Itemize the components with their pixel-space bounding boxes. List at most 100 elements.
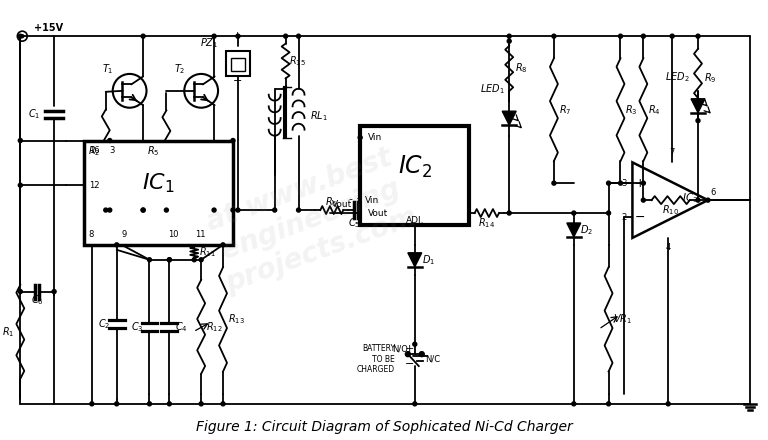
- Text: $C_4$: $C_4$: [175, 320, 187, 334]
- Text: 3: 3: [110, 146, 115, 155]
- Text: N/C: N/C: [425, 355, 440, 363]
- Text: +: +: [406, 344, 415, 354]
- Circle shape: [167, 258, 171, 262]
- Circle shape: [618, 181, 623, 185]
- Circle shape: [607, 181, 611, 185]
- Polygon shape: [691, 99, 705, 113]
- Text: $R_6$: $R_6$: [326, 195, 338, 209]
- Text: $R_{14}$: $R_{14}$: [478, 216, 495, 230]
- Text: 9: 9: [121, 231, 127, 239]
- Text: $D_1$: $D_1$: [422, 253, 435, 267]
- Bar: [360, 125, 469, 225]
- Circle shape: [296, 208, 300, 212]
- Circle shape: [18, 34, 22, 38]
- Text: $IC_1$: $IC_1$: [142, 172, 174, 195]
- Circle shape: [507, 34, 511, 38]
- Text: +: +: [635, 176, 646, 190]
- Text: BATTERY
TO BE
CHARGED: BATTERY TO BE CHARGED: [357, 344, 395, 374]
- Polygon shape: [502, 111, 516, 125]
- Circle shape: [147, 258, 151, 262]
- Text: N/O: N/O: [392, 345, 408, 354]
- Circle shape: [607, 211, 611, 215]
- Text: $R_{11}$: $R_{11}$: [199, 246, 216, 259]
- Text: +: +: [356, 194, 365, 204]
- Circle shape: [90, 402, 94, 406]
- Circle shape: [192, 258, 196, 262]
- Text: Vin: Vin: [368, 133, 382, 142]
- Text: $R_{12}$: $R_{12}$: [206, 320, 223, 334]
- Circle shape: [231, 208, 235, 212]
- Text: 12: 12: [89, 181, 99, 190]
- Text: Vin: Vin: [365, 196, 379, 205]
- Text: $R_9$: $R_9$: [703, 71, 717, 85]
- Text: $C_2$: $C_2$: [98, 317, 110, 331]
- Text: $RL_1$: $RL_1$: [310, 109, 328, 123]
- Text: $VR_1$: $VR_1$: [613, 312, 632, 326]
- Circle shape: [104, 208, 108, 212]
- Circle shape: [52, 290, 56, 293]
- Circle shape: [18, 290, 22, 293]
- Text: $IC_3$: $IC_3$: [682, 191, 698, 205]
- Text: 2: 2: [622, 213, 627, 222]
- Circle shape: [572, 211, 576, 215]
- Circle shape: [221, 402, 225, 406]
- Text: 4: 4: [666, 243, 670, 252]
- Circle shape: [552, 34, 556, 38]
- Text: 6: 6: [710, 188, 716, 197]
- Text: 16: 16: [89, 146, 100, 155]
- Polygon shape: [567, 223, 581, 237]
- Circle shape: [221, 243, 225, 247]
- Text: +: +: [233, 31, 243, 41]
- Text: +15V: +15V: [35, 23, 63, 33]
- Text: $R_{15}$: $R_{15}$: [289, 54, 306, 68]
- Text: 7: 7: [670, 148, 675, 157]
- Circle shape: [572, 402, 576, 406]
- Circle shape: [296, 34, 300, 38]
- Circle shape: [507, 211, 511, 215]
- Circle shape: [552, 181, 556, 185]
- Circle shape: [413, 342, 417, 346]
- Bar: [231, 58, 245, 71]
- Text: $R_7$: $R_7$: [558, 103, 571, 117]
- Circle shape: [641, 181, 645, 185]
- Text: $T_2$: $T_2$: [174, 62, 185, 76]
- Circle shape: [18, 183, 22, 187]
- Bar: [84, 140, 233, 245]
- Circle shape: [419, 352, 424, 357]
- Circle shape: [696, 119, 700, 123]
- Text: Vout: Vout: [368, 209, 389, 217]
- Text: ADJ.: ADJ.: [406, 216, 424, 224]
- Circle shape: [114, 243, 119, 247]
- Text: $R_3$: $R_3$: [625, 103, 637, 117]
- Text: $R_8$: $R_8$: [515, 62, 528, 75]
- Circle shape: [141, 208, 145, 212]
- Text: −: −: [406, 359, 415, 369]
- Circle shape: [212, 34, 216, 38]
- Circle shape: [18, 139, 22, 143]
- Text: −: −: [233, 76, 243, 86]
- Circle shape: [696, 198, 700, 202]
- Circle shape: [199, 402, 204, 406]
- Text: $C_5$: $C_5$: [348, 216, 360, 230]
- Circle shape: [212, 208, 216, 212]
- Text: $C_1$: $C_1$: [28, 107, 40, 121]
- Circle shape: [21, 35, 24, 38]
- Text: $T_1$: $T_1$: [102, 62, 114, 76]
- Circle shape: [641, 34, 645, 38]
- Text: 11: 11: [195, 231, 206, 239]
- Text: $R_1$: $R_1$: [2, 325, 15, 339]
- Circle shape: [167, 258, 171, 262]
- Circle shape: [108, 208, 111, 212]
- Text: Figure 1: Circuit Diagram of Sophicated Ni-Cd Charger: Figure 1: Circuit Diagram of Sophicated …: [196, 420, 572, 434]
- Circle shape: [167, 402, 171, 406]
- Circle shape: [141, 34, 145, 38]
- Circle shape: [706, 198, 710, 202]
- Circle shape: [231, 139, 235, 143]
- Text: $R_{10}$: $R_{10}$: [662, 203, 679, 217]
- Circle shape: [236, 208, 240, 212]
- Circle shape: [618, 34, 623, 38]
- Text: at www.best
engineering
projects.com: at www.best engineering projects.com: [200, 142, 422, 298]
- Text: Vout: Vout: [332, 200, 353, 209]
- Circle shape: [164, 208, 168, 212]
- Text: -: -: [348, 194, 353, 204]
